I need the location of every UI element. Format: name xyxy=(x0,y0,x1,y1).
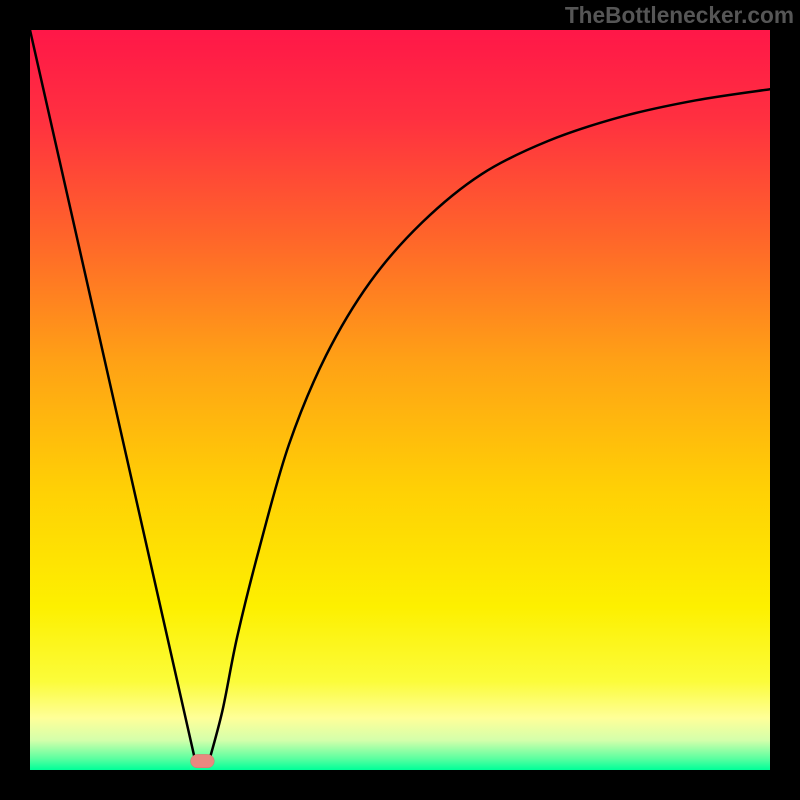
watermark-text: TheBottlenecker.com xyxy=(565,2,794,29)
plot-svg xyxy=(30,30,770,770)
plot-area xyxy=(30,30,770,770)
curve-left-branch xyxy=(30,30,197,766)
curve-right-branch xyxy=(208,89,770,766)
bottleneck-marker xyxy=(191,754,215,767)
chart-frame: TheBottlenecker.com xyxy=(0,0,800,800)
